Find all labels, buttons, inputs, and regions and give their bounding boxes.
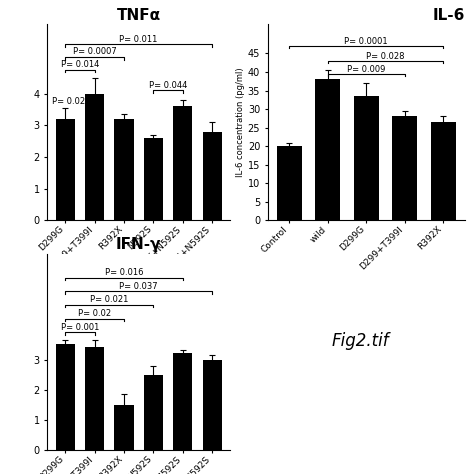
Bar — [173, 354, 192, 450]
Text: P= 0.0001: P= 0.0001 — [344, 37, 388, 46]
Bar — [354, 96, 379, 220]
Bar — [56, 119, 75, 220]
Bar — [144, 138, 163, 220]
Text: P= 0.014: P= 0.014 — [61, 60, 99, 69]
Bar — [430, 122, 456, 220]
Title: TNFα: TNFα — [117, 8, 161, 23]
Bar — [202, 359, 221, 450]
Text: P= 0.0007: P= 0.0007 — [73, 47, 117, 56]
Text: P= 0.011: P= 0.011 — [119, 35, 158, 44]
Text: Fig2.tif: Fig2.tif — [331, 332, 389, 350]
Text: P= 0.021: P= 0.021 — [90, 295, 128, 304]
Text: P= 0.02: P= 0.02 — [78, 309, 111, 318]
Text: P= 0.001: P= 0.001 — [61, 323, 99, 332]
Bar — [114, 405, 134, 450]
Bar — [315, 79, 340, 220]
Bar — [114, 119, 134, 220]
Bar — [56, 345, 75, 450]
Text: P= 0.026: P= 0.026 — [52, 97, 91, 106]
Bar — [202, 132, 221, 220]
Bar — [85, 93, 104, 220]
Bar — [392, 117, 417, 220]
Bar — [144, 374, 163, 450]
Text: P= 0.009: P= 0.009 — [347, 65, 385, 74]
Title: IFN-γ: IFN-γ — [116, 237, 161, 253]
Bar — [277, 146, 302, 220]
Bar — [173, 106, 192, 220]
Text: IL-6: IL-6 — [432, 8, 465, 23]
Bar — [85, 347, 104, 450]
Y-axis label: IL-6 concentration (pg/ml): IL-6 concentration (pg/ml) — [236, 67, 245, 177]
Text: P= 0.044: P= 0.044 — [149, 81, 187, 90]
Text: P= 0.037: P= 0.037 — [119, 282, 158, 291]
Text: P= 0.016: P= 0.016 — [105, 268, 143, 277]
Text: P= 0.028: P= 0.028 — [366, 52, 405, 61]
